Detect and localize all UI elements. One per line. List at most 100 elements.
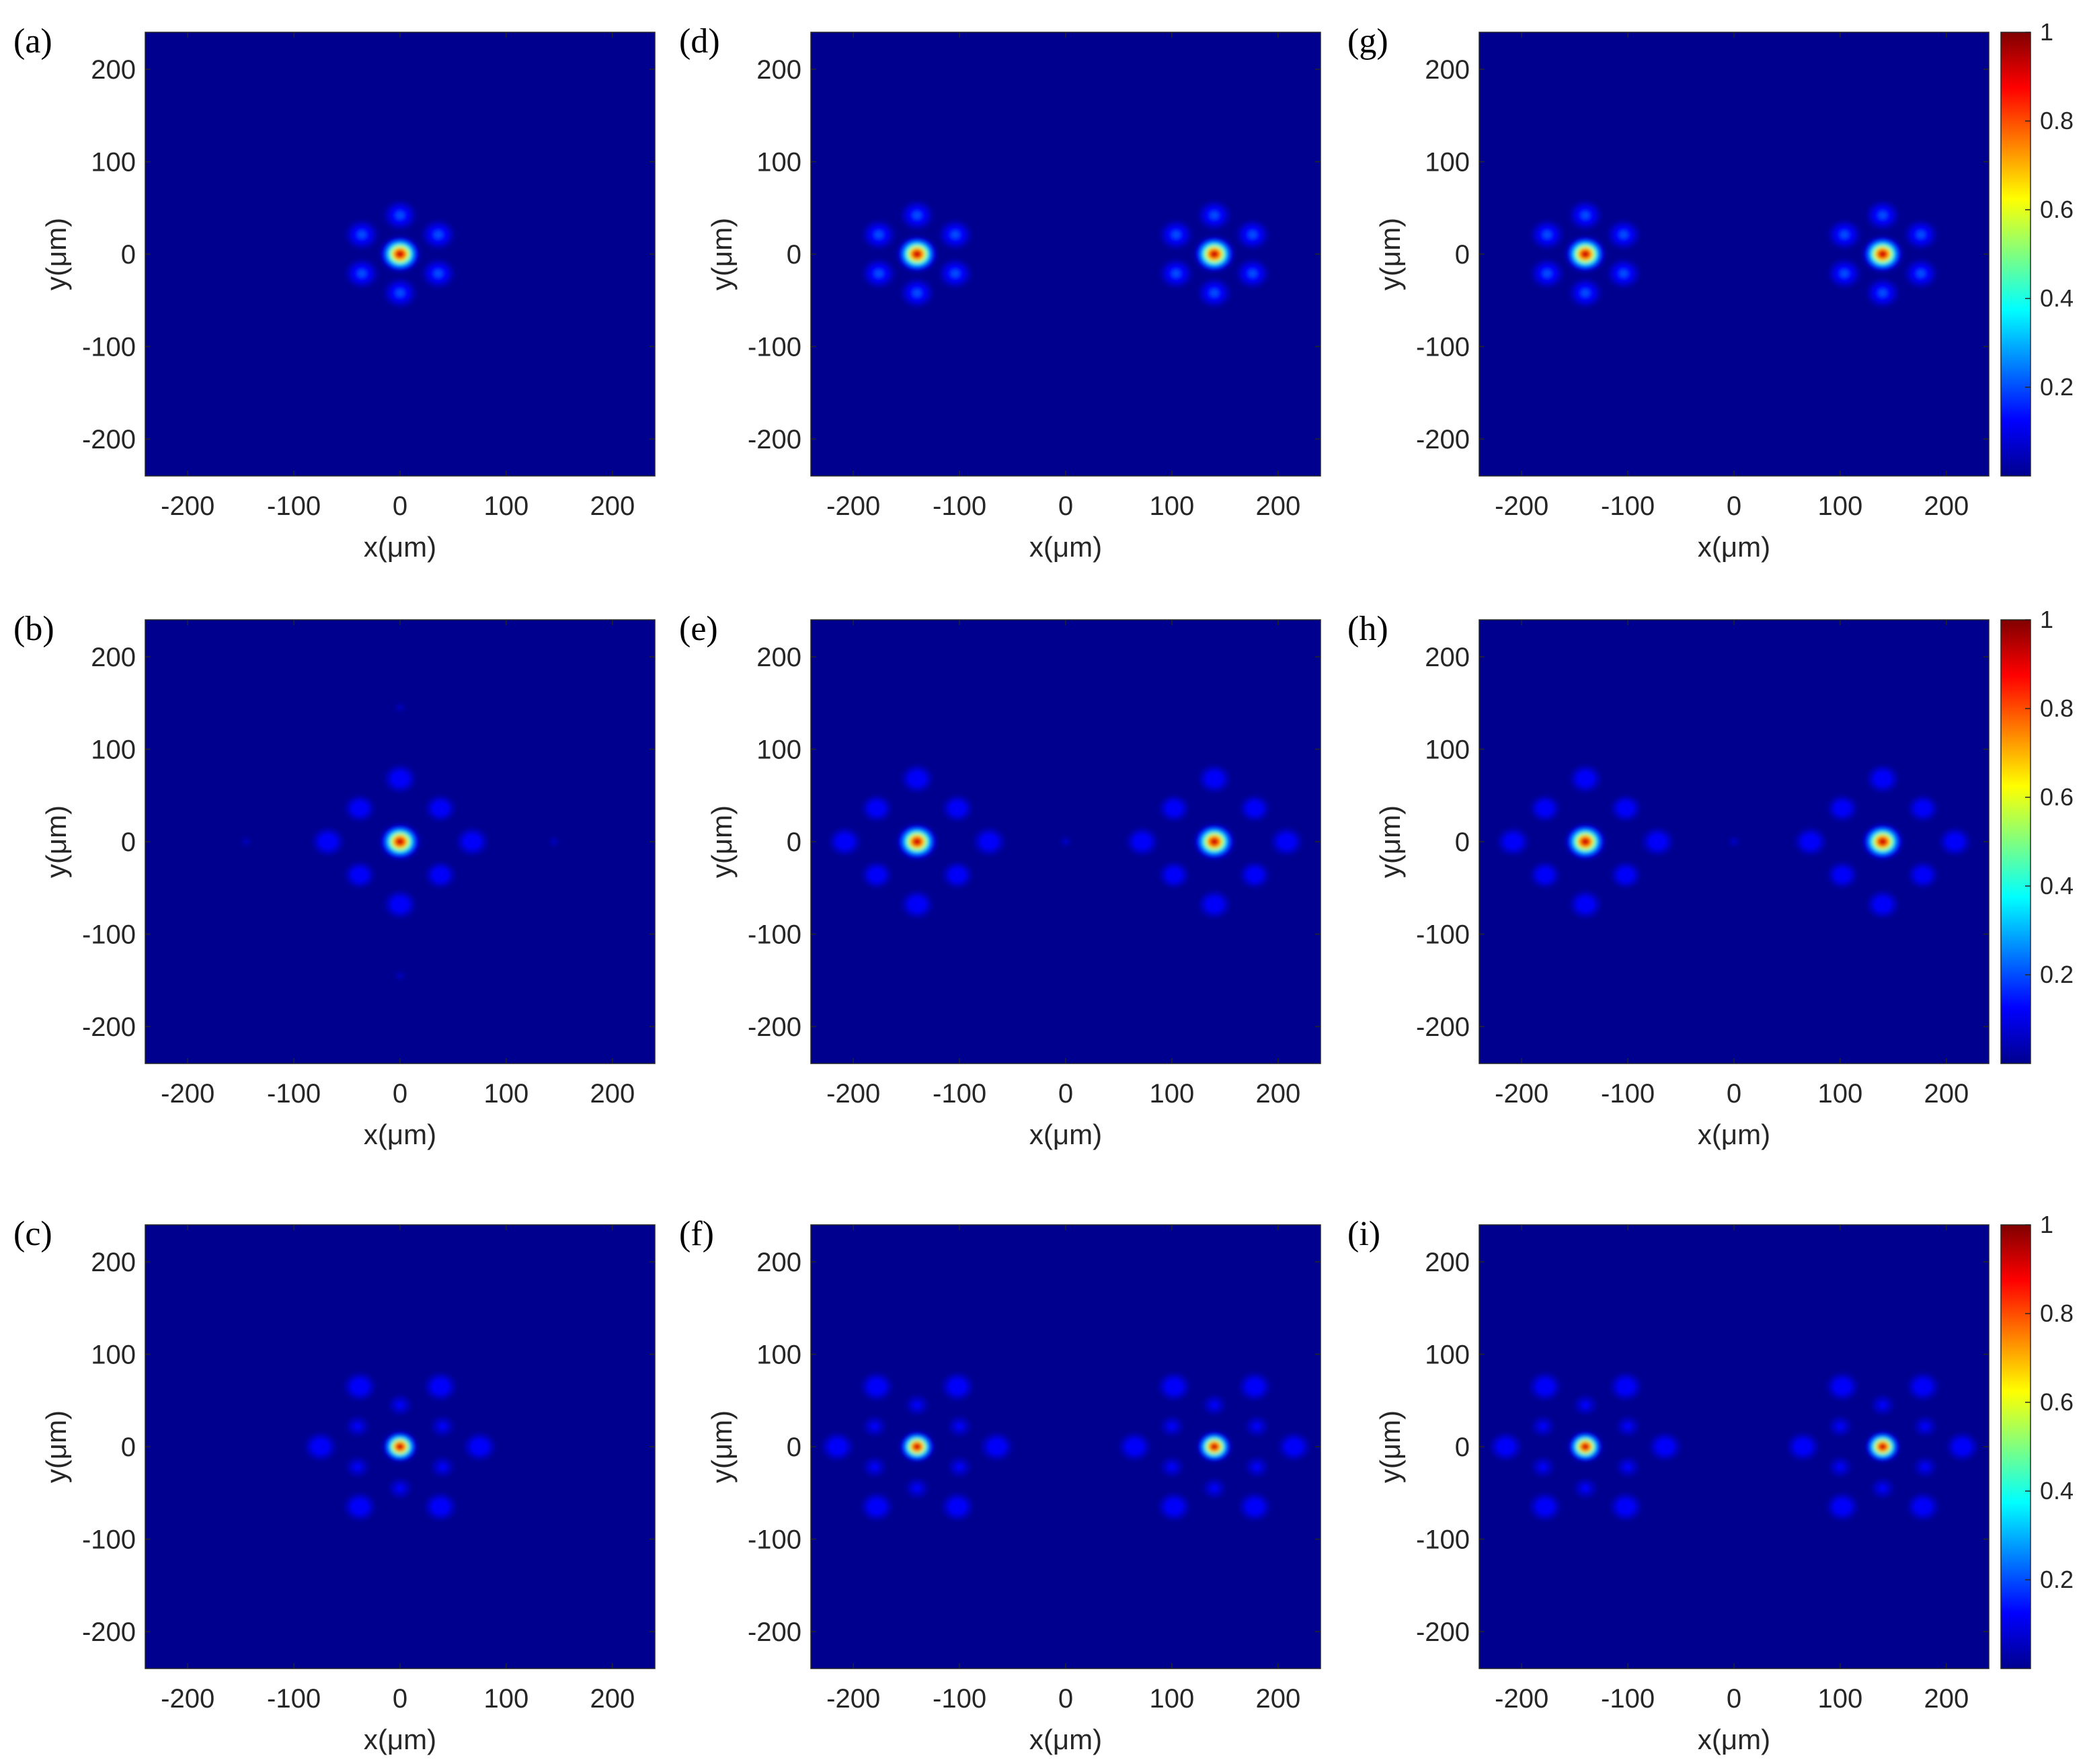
spot-contour — [397, 252, 403, 256]
spot-contour — [1878, 289, 1887, 297]
intensity-spot — [1909, 863, 1937, 887]
spot-contour — [867, 1498, 887, 1516]
intensity-spot — [422, 259, 454, 288]
spot-contour — [1616, 800, 1635, 817]
intensity-spot — [1241, 863, 1269, 887]
heatmap-panel: (f) -200 200 -100 100 0 0 100 -100 200 -200 x(μm) y(… — [679, 1215, 1321, 1755]
intensity-spot — [864, 1457, 885, 1476]
spot-contour — [1832, 1498, 1852, 1516]
y-tick-label: 0 — [121, 240, 136, 270]
spot-contour — [1210, 1484, 1219, 1492]
x-tick-label: 200 — [1924, 1079, 1969, 1109]
intensity-spot — [949, 1457, 970, 1476]
colorbar-tick-label: 0.6 — [2040, 196, 2074, 223]
spot-contour — [1945, 833, 1965, 850]
spot-contour — [912, 1484, 922, 1492]
heatmap-panel: (g) -200 200 -100 100 0 0 100 -100 200 -200 x(μm) y(… — [1347, 22, 1990, 563]
heatmap-panel: (c) -200 200 -100 100 0 0 100 -100 200 -200 x(μm) y(… — [13, 1215, 656, 1755]
spot-contour — [396, 972, 404, 979]
intensity-spot — [305, 1433, 336, 1460]
spot-group — [822, 1373, 1309, 1520]
panel-label: (f) — [679, 1215, 714, 1253]
colorbar-gradient — [2001, 1225, 2031, 1669]
intensity-spot — [385, 279, 416, 307]
spot-contour — [986, 1438, 1007, 1455]
spot-contour — [1061, 838, 1070, 846]
y-axis-label: y(μm) — [1374, 805, 1406, 878]
y-tick-label: -200 — [748, 425, 801, 454]
spot-contour — [1167, 1422, 1177, 1431]
spot-contour — [395, 289, 405, 297]
y-tick-label: 0 — [787, 828, 801, 857]
x-axis-label: x(μm) — [364, 1119, 436, 1150]
spot-contour — [1914, 867, 1932, 883]
y-tick-label: 100 — [756, 735, 801, 765]
x-tick-label: -100 — [933, 491, 986, 521]
y-tick-label: -100 — [748, 333, 801, 362]
intensity-spot — [346, 863, 374, 887]
spot-contour — [1920, 1463, 1930, 1472]
spot-contour — [357, 231, 366, 239]
intensity-spot — [900, 1431, 935, 1462]
spot-contour — [947, 1498, 968, 1516]
intensity-spot — [1568, 1431, 1603, 1462]
colorbar-tick-label: 0.2 — [2040, 961, 2074, 988]
spot-contour — [907, 895, 927, 914]
spot-contour — [1913, 1377, 1933, 1396]
x-tick-label: 100 — [484, 1079, 529, 1109]
x-tick-label: -200 — [1495, 1079, 1548, 1109]
intensity-spot — [939, 220, 971, 249]
intensity-spot — [942, 1373, 973, 1400]
intensity-spot — [396, 704, 404, 711]
intensity-spot — [1240, 1493, 1270, 1520]
x-tick-label: 100 — [1150, 491, 1195, 521]
intensity-spot — [1531, 863, 1559, 887]
x-tick-label: -200 — [826, 1684, 880, 1714]
x-tick-label: -200 — [826, 491, 880, 521]
intensity-spot — [863, 259, 895, 288]
intensity-spot — [1827, 1493, 1858, 1520]
intensity-spot — [1862, 236, 1903, 272]
intensity-spot — [426, 863, 455, 887]
spot-contour — [1575, 895, 1596, 914]
spot-contour — [1914, 800, 1932, 817]
intensity-spot — [1199, 891, 1230, 918]
intensity-spot — [1570, 765, 1600, 793]
spot-contour — [434, 231, 443, 239]
y-tick-label: -100 — [748, 1525, 801, 1555]
spot-contour — [1165, 800, 1183, 817]
spot-contour — [907, 770, 927, 788]
spot-group — [305, 1373, 495, 1520]
intensity-spot — [863, 863, 891, 887]
intensity-spot — [1240, 1373, 1270, 1400]
y-tick-label: 100 — [1425, 735, 1470, 765]
colorbar-tick-label: 0.8 — [2040, 1299, 2074, 1327]
spot-contour — [431, 800, 450, 817]
spot-contour — [1245, 800, 1264, 817]
intensity-spot — [1872, 1479, 1893, 1498]
spot-group — [863, 201, 1268, 307]
y-tick-label: 200 — [756, 643, 801, 672]
intensity-spot — [1914, 1417, 1936, 1436]
intensity-spot — [313, 828, 343, 855]
spot-contour — [915, 1445, 919, 1449]
x-tick-label: -200 — [826, 1079, 880, 1109]
spot-contour — [1542, 231, 1552, 239]
spot-contour — [1793, 1438, 1813, 1455]
x-tick-label: 200 — [590, 491, 635, 521]
intensity-spot — [1575, 1396, 1596, 1414]
spot-contour — [1165, 867, 1183, 883]
y-tick-label: -200 — [748, 1617, 801, 1647]
x-tick-label: 100 — [1150, 1684, 1195, 1714]
spot-contour — [350, 867, 369, 883]
intensity-spot — [1608, 259, 1639, 288]
y-tick-label: -100 — [748, 920, 801, 950]
intensity-spot — [1127, 828, 1157, 855]
intensity-spot — [939, 259, 971, 288]
intensity-spot — [396, 972, 404, 979]
spot-contour — [1581, 1484, 1590, 1492]
y-axis-label: y(μm) — [40, 218, 72, 290]
spot-contour — [947, 1377, 968, 1396]
spot-contour — [1878, 1401, 1887, 1409]
spot-contour — [1210, 211, 1219, 219]
